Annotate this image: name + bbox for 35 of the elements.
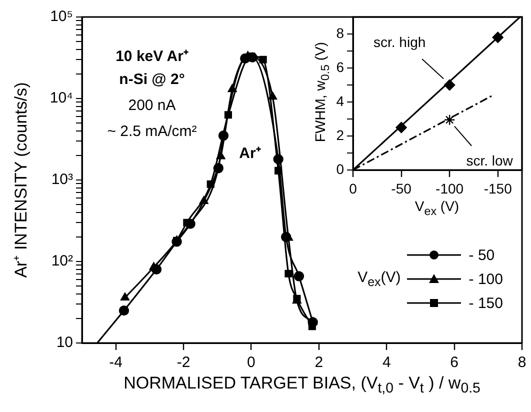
y-tick-label: 10	[56, 334, 73, 352]
y-axis-title: Ar⁺ INTENSITY (counts/s)	[10, 82, 32, 278]
x-tick-label: 8	[518, 354, 526, 372]
x-tick-label: 6	[450, 354, 458, 372]
y-tick-label: 10⁵	[50, 8, 73, 26]
x-tick-label: 0	[349, 180, 358, 196]
y-tick-label: 6	[336, 58, 344, 75]
legend-label: - 150	[468, 294, 503, 312]
y-tick-label: 2	[336, 126, 344, 143]
y-tick-label: 0	[336, 160, 344, 177]
annotation: 10 keV Ar⁺	[116, 47, 188, 65]
annotation: 200 nA	[128, 97, 176, 114]
x-tick-label: -150	[484, 180, 512, 196]
x-axis-title: V$_{ex}$ (V)	[414, 198, 460, 218]
x-tick-label: 4	[382, 354, 391, 372]
annotation: Ar⁺	[239, 144, 261, 162]
x-axis-title: NORMALISED TARGET BIAS, (V$_{t,0}$ - V$_{t}$ ) / w$_{0.5}$	[124, 373, 480, 397]
y-tick-label: 10⁴	[50, 90, 73, 107]
annotation: n-Si @ 2°	[119, 71, 185, 88]
x-tick-label: 0	[247, 354, 256, 372]
x-tick-label: 2	[314, 354, 324, 372]
annotation: ~ 2.5 mA/cm²	[107, 123, 197, 140]
legend-title: V$_{ex}$(V)	[358, 269, 401, 289]
legend-label: - 100	[468, 270, 503, 288]
y-tick-label: 10³	[51, 171, 73, 188]
x-tick-label: -100	[436, 180, 464, 196]
legend-label: - 50	[468, 246, 495, 264]
x-tick-label: -4	[109, 354, 123, 372]
x-tick-label: -2	[176, 354, 190, 372]
x-tick-label: -50	[391, 180, 412, 196]
legend-label: scr. low	[466, 152, 514, 169]
text: scr. high	[374, 34, 426, 50]
y-tick-label: 10²	[51, 252, 73, 270]
y-tick-label: 4	[336, 92, 344, 109]
y-tick-label: 8	[336, 24, 344, 41]
